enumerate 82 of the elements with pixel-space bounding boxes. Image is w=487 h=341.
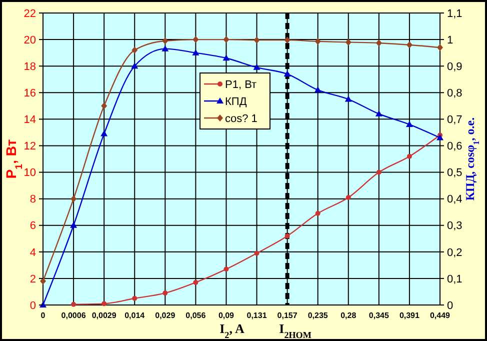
point (102, 301, 107, 306)
point (162, 37, 168, 44)
x-tick-label: 0,391 (399, 311, 420, 320)
y2-tick-label: 0,5 (447, 167, 462, 180)
x-tick-label: 0,029 (155, 311, 176, 320)
point (376, 39, 382, 46)
point (162, 45, 169, 52)
point (315, 210, 320, 216)
point (70, 222, 78, 228)
y-tick-label: 2 (30, 273, 36, 286)
point (192, 36, 199, 44)
y2-tick-label: 0,9 (447, 60, 462, 73)
point (71, 302, 76, 307)
y2-tick-label: 1 (447, 34, 454, 46)
y-tick-label: 8 (30, 194, 36, 206)
point (284, 36, 290, 44)
x-tick-label: 0 (40, 311, 46, 320)
legend-label: cos? 1 (225, 112, 258, 125)
x-tick-label: 0,0029 (92, 311, 117, 320)
point (436, 134, 444, 140)
point (192, 49, 200, 56)
point (132, 46, 138, 54)
legend-label: P1, Вт (225, 78, 257, 91)
y2-tick-label: 0,2 (447, 246, 462, 259)
point (101, 102, 108, 110)
point (314, 38, 321, 45)
point (314, 86, 322, 92)
point (344, 96, 352, 102)
point (346, 194, 351, 200)
x-tick-label: 0,131 (246, 311, 268, 320)
y-tick-label: 6 (30, 220, 36, 232)
y2-tick-label: 0,1 (447, 273, 462, 286)
y-tick-label: 16 (24, 87, 36, 100)
y2-tick-label: 0,6 (447, 140, 462, 153)
x-tick-label: 0,449 (430, 311, 451, 320)
point (131, 62, 138, 69)
y2-tick-label: 1,1 (447, 8, 462, 20)
legend-label: КПД (225, 96, 248, 108)
y-tick-label: 20 (24, 34, 36, 46)
x-tick-label: 0,056 (186, 311, 206, 320)
y-tick-label: 22 (24, 8, 36, 20)
y-tick-label: 12 (24, 140, 36, 153)
point (100, 130, 108, 136)
y2-tick-label: 0,4 (447, 194, 462, 206)
point (345, 38, 352, 46)
point (254, 36, 260, 44)
y2-tick-label: 0 (447, 300, 454, 312)
point (375, 110, 382, 116)
point (437, 44, 443, 52)
x-tick-label: 0,235 (308, 311, 328, 320)
y-tick-label: 18 (24, 60, 36, 73)
x-tick-label: 0,28 (340, 311, 357, 320)
y2-tick-label: 0,7 (447, 114, 462, 126)
point (162, 290, 168, 296)
y-tick-label: 0 (30, 300, 36, 312)
y2-tick-label: 0,3 (447, 220, 462, 232)
point (253, 64, 260, 70)
point (224, 266, 229, 272)
point (40, 302, 46, 308)
point (284, 233, 290, 238)
point (406, 41, 412, 48)
point (193, 280, 198, 285)
y-tick-label: 4 (30, 246, 36, 259)
x-tick-label: 0,0006 (61, 311, 86, 320)
x-axis-title: I$_{2}$, A (220, 321, 245, 340)
x-tick-label: 0,014 (124, 311, 146, 320)
point (284, 70, 291, 77)
ref-line-label: I$_{2НОМ}$ (279, 321, 312, 340)
x-tick-label: 0,157 (277, 311, 298, 320)
point (223, 36, 230, 44)
y-tick-label: 14 (24, 114, 36, 126)
x-tick-label: 0,345 (368, 311, 390, 320)
point (406, 154, 412, 159)
point (254, 250, 260, 256)
point (132, 296, 138, 301)
x-tick-label: 0,09 (218, 311, 235, 320)
point (70, 195, 77, 202)
point (406, 120, 413, 127)
y-tick-label: 10 (24, 167, 36, 180)
point (376, 170, 382, 175)
point (222, 54, 230, 61)
y2-tick-label: 0,8 (447, 87, 462, 100)
